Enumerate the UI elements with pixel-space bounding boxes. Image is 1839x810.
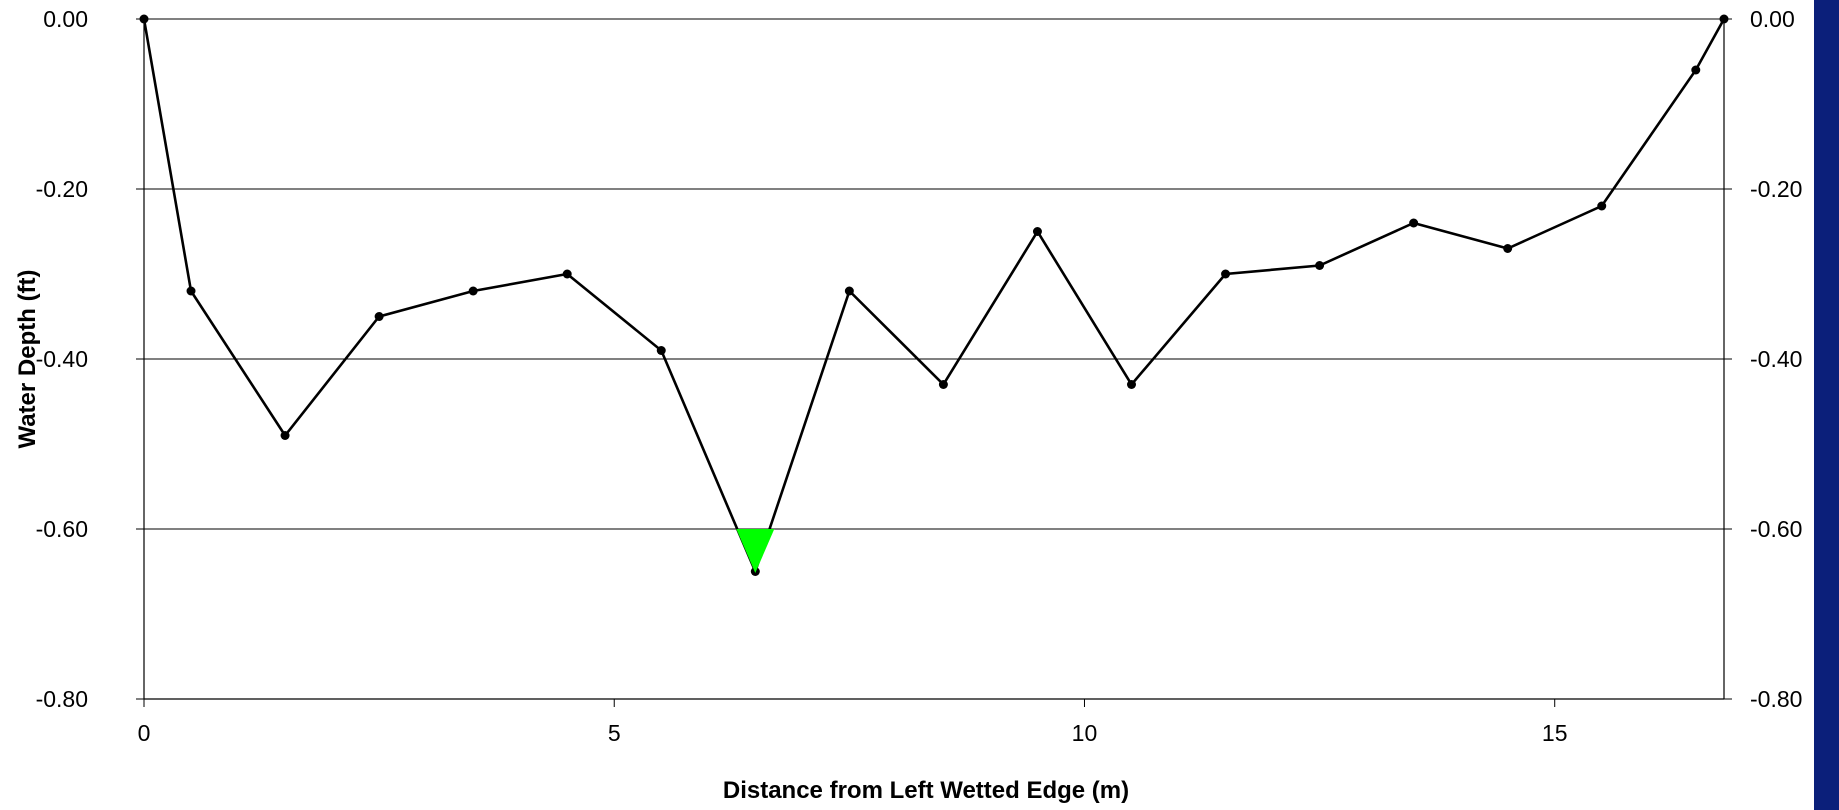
y-tick-label: -0.20 (36, 176, 88, 202)
data-point (562, 269, 572, 279)
data-point (1503, 244, 1513, 253)
data-point (186, 286, 196, 296)
data-point (280, 431, 290, 440)
x-axis-title: Distance from Left Wetted Edge (m) (723, 777, 1129, 804)
axes (136, 18, 1732, 707)
side-background-band (1814, 0, 1839, 810)
y-tick-label: -0.60 (36, 516, 88, 542)
y-tick-label-right: 0.00 (1750, 6, 1795, 32)
data-point (844, 286, 854, 296)
water-surface-marker (736, 529, 775, 573)
data-point (374, 312, 384, 321)
annotation-layer (736, 529, 775, 573)
data-point (1409, 218, 1419, 228)
data-point (1315, 261, 1325, 270)
y-tick-label: 0.00 (43, 6, 88, 32)
data-point (1221, 269, 1231, 279)
data-point (1127, 380, 1136, 389)
data-point (139, 14, 149, 24)
y-tick-label-right: -0.40 (1750, 346, 1802, 372)
data-point (1691, 65, 1701, 75)
y-tick-label-right: -0.20 (1750, 176, 1802, 202)
data-point (1719, 14, 1729, 24)
y-axis-title: Water Depth (ft) (14, 269, 41, 448)
data-point (656, 346, 666, 355)
x-tick-label: 5 (608, 720, 621, 746)
x-tick-label: 15 (1542, 720, 1568, 746)
x-tick-label: 0 (138, 720, 151, 746)
gridlines (144, 18, 1724, 700)
y-tick-label-right: -0.80 (1750, 686, 1802, 712)
data-point (468, 286, 478, 296)
data-point (938, 380, 948, 389)
series-line (142, 18, 1726, 576)
y-tick-label: -0.80 (36, 686, 88, 712)
series-layer (139, 14, 1729, 576)
y-tick-label-right: -0.60 (1750, 516, 1802, 542)
y-tick-label: -0.40 (36, 346, 88, 372)
data-point (1032, 227, 1042, 236)
x-tick-label: 10 (1072, 720, 1098, 746)
tick-labels: 0.00 0.00 -0.20 -0.20 -0.40 -0.40 -0.60 -0.60 -0… (36, 6, 1803, 746)
data-point (1597, 201, 1607, 211)
